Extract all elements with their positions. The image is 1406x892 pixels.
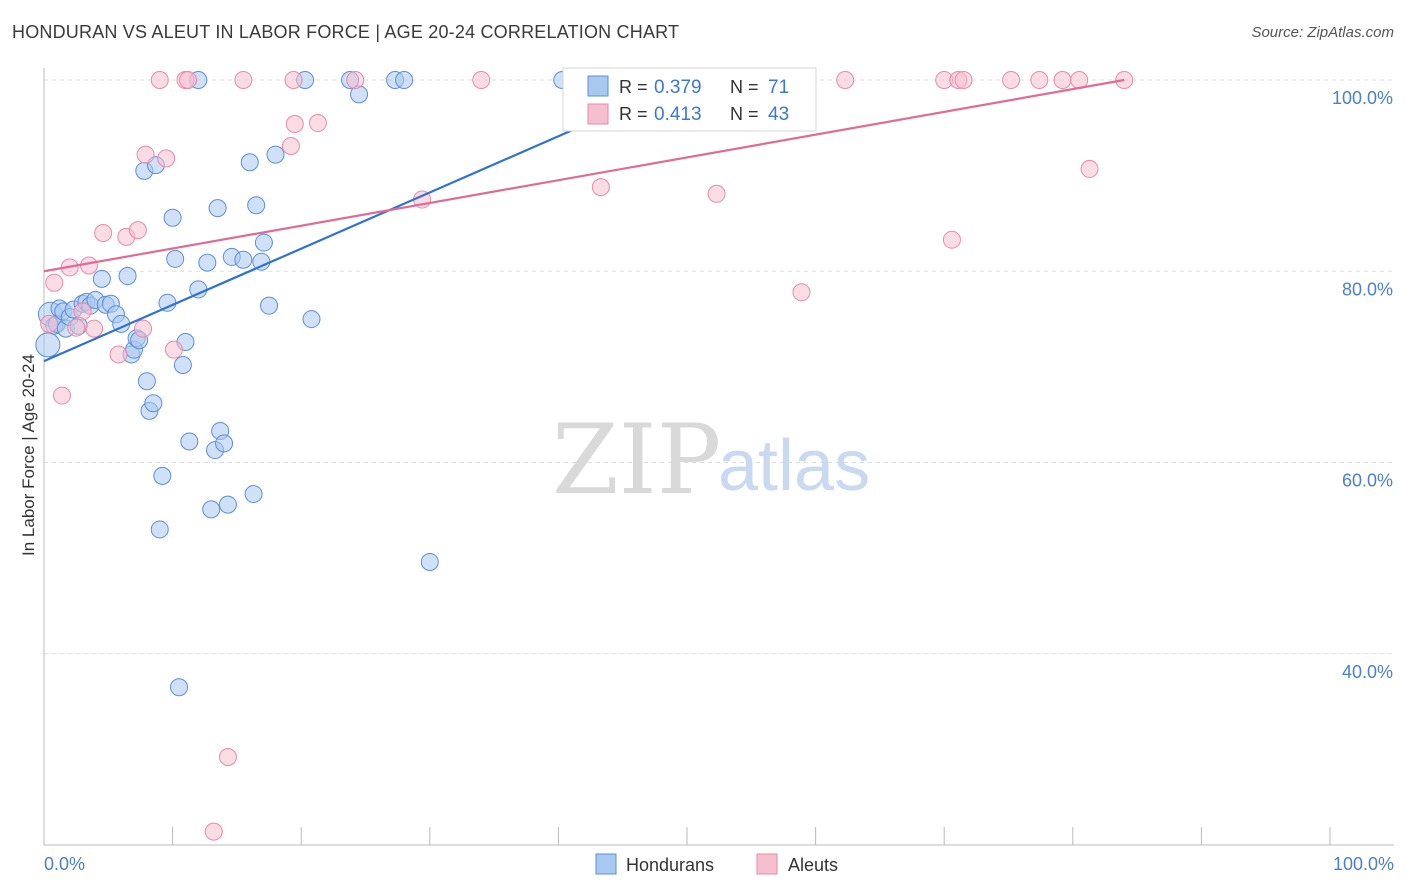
legend-swatch-aleuts: [587, 103, 609, 125]
aleuts-points: [40, 71, 1134, 841]
aleut-point: [164, 340, 183, 359]
aleut-point: [53, 386, 72, 405]
legend-swatch-hondurans: [587, 75, 609, 97]
honduran-point: [395, 71, 414, 89]
axes: [43, 68, 1394, 846]
correlation-legend: R = 0.379 N = 71 R = 0.413 N = 43: [562, 67, 817, 132]
aleut-point: [591, 178, 610, 197]
legend-r-label-aleuts: R =: [619, 104, 648, 124]
honduran-point: [173, 355, 192, 374]
aleut-point: [472, 71, 491, 89]
bottom-legend-swatch-hondurans: [595, 853, 617, 875]
honduran-point: [260, 296, 279, 315]
y-axis-label: In Labor Force | Age 20-24: [19, 354, 38, 556]
honduran-point: [144, 394, 163, 413]
bottom-legend: Hondurans Aleuts: [595, 853, 838, 875]
aleut-point: [45, 273, 64, 292]
honduran-point: [180, 432, 199, 451]
honduran-point: [254, 233, 273, 252]
aleut-point: [218, 748, 237, 767]
legend-r-value-hondurans: 0.379: [654, 77, 702, 98]
honduran-point: [166, 249, 185, 268]
x-tick-label-min: 0.0%: [44, 854, 85, 874]
source-label: Source: ZipAtlas.com: [1251, 24, 1394, 41]
x-tick-label-max: 100.0%: [1333, 854, 1394, 874]
aleut-point: [134, 319, 153, 338]
aleut-point: [150, 71, 169, 89]
honduran-point: [92, 269, 111, 288]
honduran-point: [247, 196, 266, 215]
honduran-point: [170, 678, 189, 697]
aleut-point: [136, 145, 155, 164]
y-tick-label: 60.0%: [1342, 471, 1393, 491]
aleut-point: [128, 221, 147, 240]
watermark-atlas: atlas: [718, 426, 870, 506]
honduran-point: [302, 310, 321, 329]
honduran-point: [118, 267, 137, 286]
aleut-point: [109, 345, 128, 364]
chart-title: HONDURAN VS ALEUT IN LABOR FORCE | AGE 2…: [12, 22, 680, 42]
honduran-point: [420, 552, 439, 571]
aleut-point: [836, 71, 855, 89]
aleut-point: [67, 318, 86, 337]
aleut-point: [94, 224, 113, 242]
aleut-point: [85, 319, 104, 338]
aleut-point: [942, 230, 961, 249]
aleut-point: [73, 302, 92, 321]
aleut-point: [157, 149, 176, 168]
aleut-point: [1080, 159, 1099, 178]
aleut-point: [285, 114, 304, 133]
honduran-point: [266, 145, 285, 164]
honduran-point: [234, 250, 253, 269]
watermark-zip: ZIP: [552, 404, 721, 516]
honduran-point: [137, 372, 156, 391]
aleut-point: [792, 283, 811, 302]
honduran-point: [198, 253, 217, 272]
legend-n-value-hondurans: 71: [768, 77, 789, 98]
y-tick-label: 100.0%: [1332, 88, 1393, 108]
aleut-point: [284, 71, 303, 89]
honduran-point: [240, 153, 259, 172]
legend-r-value-aleuts: 0.413: [654, 104, 702, 125]
aleut-point: [80, 256, 99, 275]
aleut-point: [234, 71, 253, 89]
honduran-point: [153, 466, 172, 485]
aleut-point: [1053, 71, 1072, 89]
legend-n-label-hondurans: N =: [730, 77, 759, 97]
aleut-point: [308, 114, 327, 133]
y-tick-label: 40.0%: [1342, 662, 1393, 682]
aleut-point: [179, 71, 198, 89]
bottom-legend-hondurans: Hondurans: [626, 855, 714, 875]
aleut-point: [707, 184, 726, 203]
y-tick-labels: 100.0% 80.0% 60.0% 40.0%: [1332, 88, 1393, 682]
honduran-point: [163, 208, 182, 227]
honduran-point: [244, 485, 263, 504]
hondurans-points: [35, 71, 572, 697]
aleut-point: [281, 136, 300, 155]
legend-r-label-hondurans: R =: [619, 77, 648, 97]
honduran-point: [150, 520, 169, 539]
legend-n-label-aleuts: N =: [730, 104, 759, 124]
honduran-point: [35, 332, 61, 358]
honduran-point: [218, 495, 237, 514]
aleut-point: [204, 822, 223, 841]
aleut-point: [1030, 71, 1049, 89]
y-tick-label: 80.0%: [1342, 279, 1393, 299]
aleut-point: [346, 71, 365, 89]
honduran-point: [202, 500, 221, 519]
aleut-trend-line: [43, 78, 1125, 273]
aleut-point: [1002, 71, 1021, 89]
bottom-legend-swatch-aleuts: [756, 853, 778, 875]
legend-n-value-aleuts: 43: [768, 104, 789, 125]
honduran-point: [215, 434, 234, 453]
aleut-point: [40, 314, 59, 333]
bottom-legend-aleuts: Aleuts: [788, 855, 838, 875]
honduran-point: [208, 199, 227, 218]
aleut-point: [954, 71, 973, 89]
